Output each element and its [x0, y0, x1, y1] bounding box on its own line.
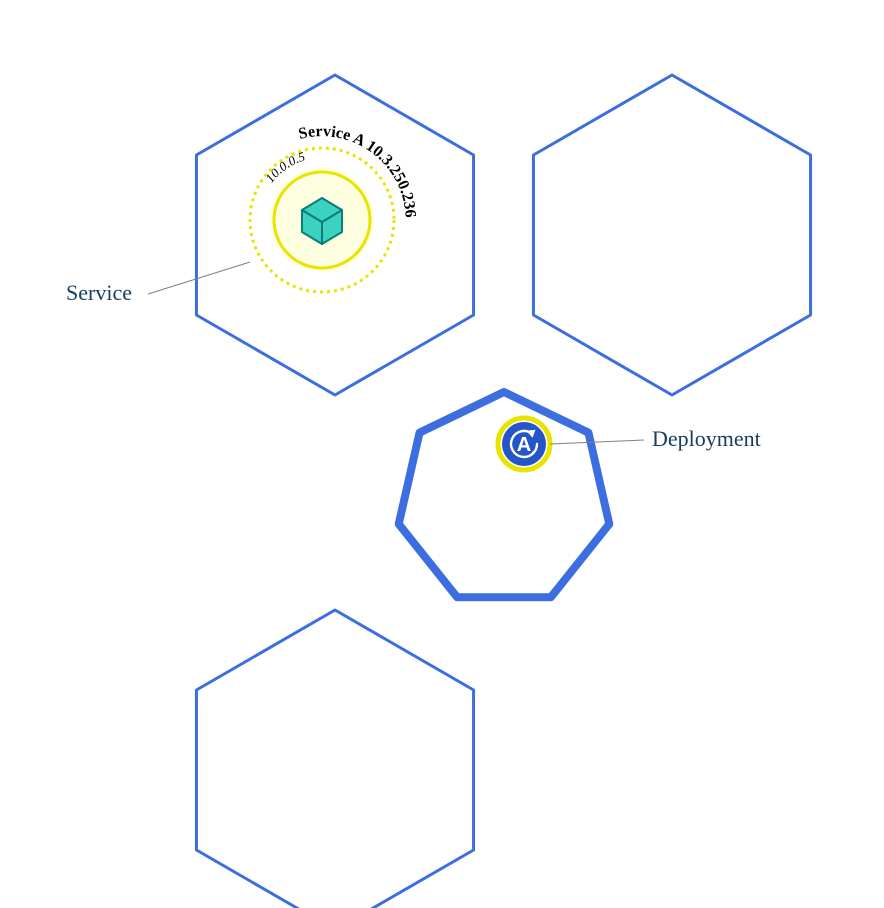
- hex-top-right: [533, 75, 810, 395]
- deployment-leader-line: [550, 440, 644, 444]
- deployment-letter: A: [517, 434, 531, 456]
- hept-mid: [399, 392, 610, 597]
- service-label: Service: [66, 280, 132, 305]
- service-leader-line: [148, 262, 250, 294]
- hex-bottom: [196, 610, 473, 908]
- deployment-label: Deployment: [652, 426, 761, 451]
- deployment-badge: A: [498, 418, 550, 470]
- service-badge: Service A 10.3.250.23610.0.0.5: [250, 123, 419, 292]
